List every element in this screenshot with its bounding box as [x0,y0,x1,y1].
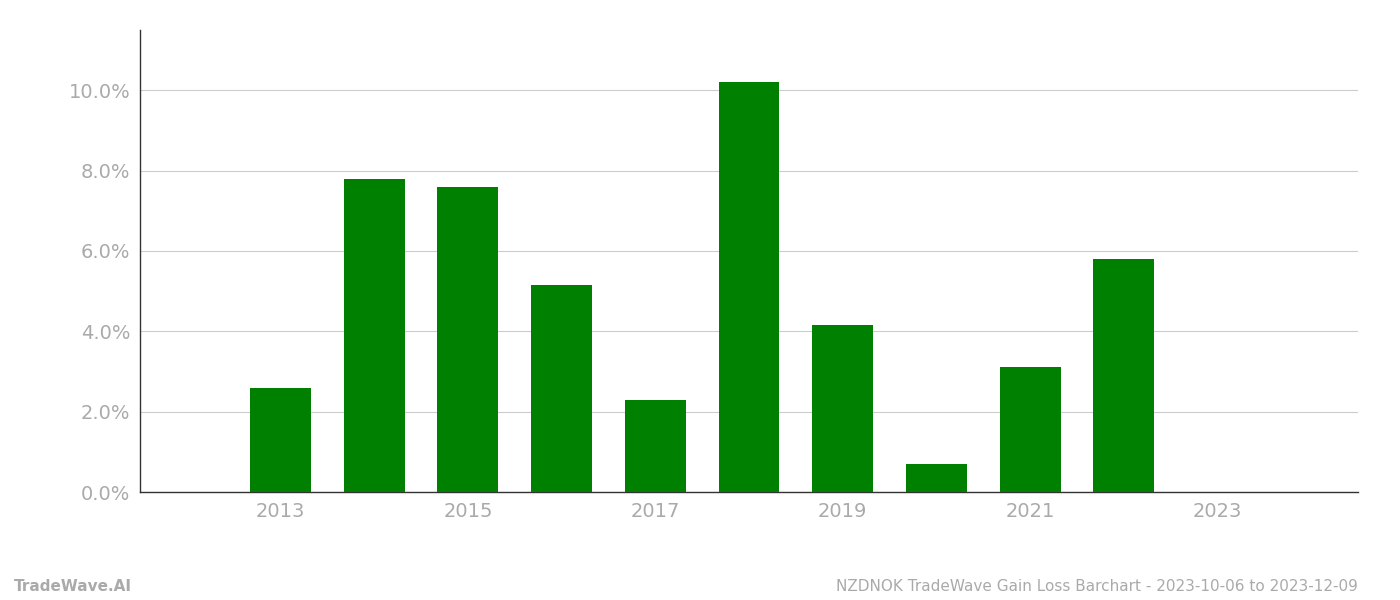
Bar [624,400,686,492]
Bar [1093,259,1154,492]
Bar [1000,367,1061,492]
Bar [531,285,592,492]
Bar [718,82,780,492]
Bar [906,464,967,492]
Bar [344,179,405,492]
Bar [812,325,874,492]
Text: NZDNOK TradeWave Gain Loss Barchart - 2023-10-06 to 2023-12-09: NZDNOK TradeWave Gain Loss Barchart - 20… [836,579,1358,594]
Bar [251,388,311,492]
Text: TradeWave.AI: TradeWave.AI [14,579,132,594]
Bar [437,187,498,492]
